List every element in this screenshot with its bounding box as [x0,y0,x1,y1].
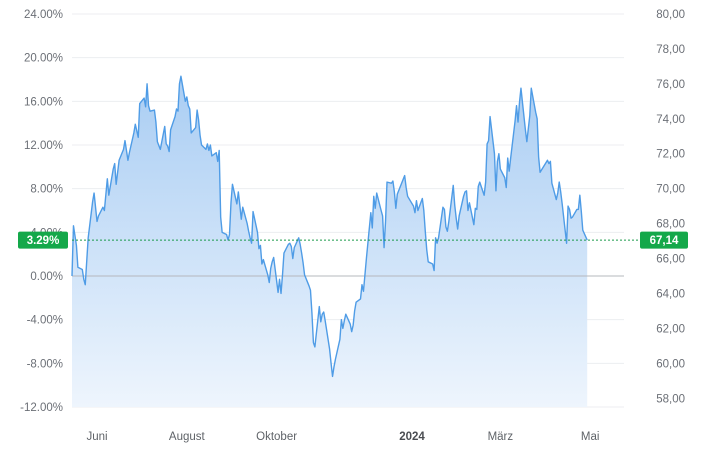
current-change-badge: 3.29% [18,231,68,249]
performance-area-fill [72,76,588,407]
x-axis-labels: Juni August Oktober 2024 März Mai [86,431,599,443]
right-axis-tick: 68,00 [656,219,685,231]
left-axis-tick: 16.00% [24,96,63,108]
current-change-value: 3.29% [27,235,60,247]
x-axis-tick: August [169,431,206,443]
right-axis-tick: 66,00 [656,254,685,266]
right-y-axis-labels: 80,00 78,00 76,00 74,00 72,00 70,00 68,00 66,00… [656,9,685,405]
performance-line[interactable] [71,75,588,378]
left-axis-tick: -8.00% [27,358,63,370]
right-axis-tick: 62,00 [656,323,685,335]
left-axis-tick: 8.00% [30,184,63,196]
right-axis-tick: 70,00 [656,184,685,196]
left-axis-tick: 0.00% [30,271,63,283]
right-axis-tick: 74,00 [656,114,685,126]
right-axis-tick: 80,00 [656,9,685,21]
left-axis-tick: -4.00% [27,315,63,327]
left-axis-tick: 24.00% [24,9,63,21]
right-axis-tick: 64,00 [656,288,685,300]
right-axis-tick: 72,00 [656,149,685,161]
right-axis-tick: 76,00 [656,79,685,91]
x-axis-tick: Mai [581,431,600,443]
left-y-axis-labels: 24.00%20.00%16.00%12.00%8.00%4.00%0.00%-… [20,9,63,414]
right-axis-tick: 78,00 [656,44,685,56]
right-axis-tick: 58,00 [656,393,685,405]
current-price-badge: 67,14 [640,231,688,249]
left-axis-tick: -12.00% [20,402,63,414]
x-axis-tick: März [488,431,514,443]
x-axis-tick: 2024 [399,431,425,443]
x-axis-tick: Oktober [256,431,297,443]
current-price-value: 67,14 [650,235,679,247]
left-axis-tick: 20.00% [24,53,63,65]
left-axis-tick: 12.00% [24,140,63,152]
x-axis-tick: Juni [86,431,107,443]
right-axis-tick: 60,00 [656,358,685,370]
